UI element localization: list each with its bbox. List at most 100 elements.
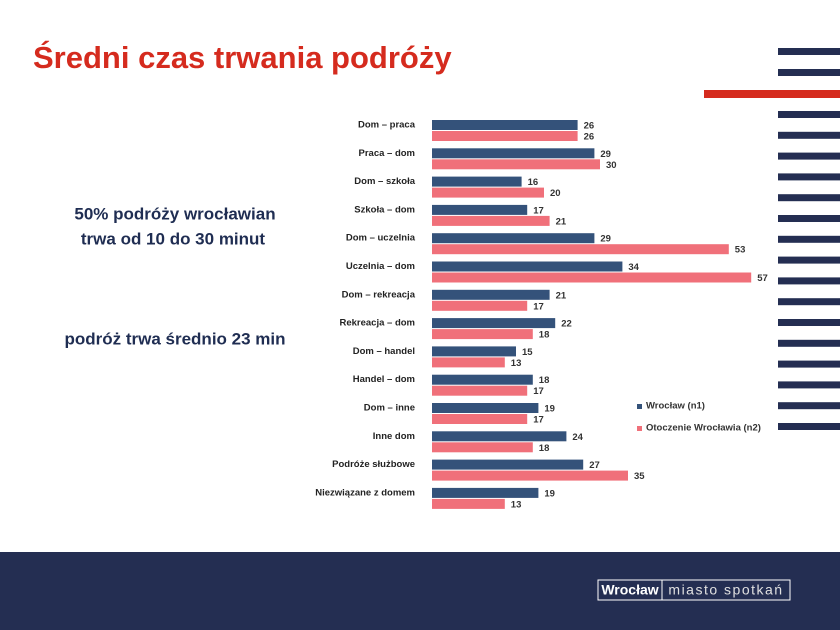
bar — [432, 233, 595, 244]
stripe — [778, 298, 840, 306]
stripe — [778, 319, 840, 326]
bar — [432, 244, 729, 255]
category-label: Dom – inne — [364, 403, 415, 414]
value-label: 35 — [634, 471, 645, 482]
bar — [432, 289, 550, 300]
category-label: Dom – handel — [353, 346, 415, 357]
bar — [432, 300, 528, 311]
category-label: Praca – dom — [359, 148, 416, 159]
legend-marker — [637, 426, 642, 431]
bar — [432, 442, 533, 453]
bar — [432, 329, 533, 340]
value-label: 21 — [556, 216, 567, 227]
bar — [432, 131, 578, 141]
bar — [432, 120, 578, 130]
stripe — [778, 381, 840, 389]
stripe — [778, 152, 840, 160]
value-label: 22 — [561, 319, 572, 330]
legend-marker — [637, 404, 642, 409]
category-label: Uczelnia – dom — [346, 261, 415, 272]
bar — [432, 204, 528, 215]
stripe — [778, 69, 840, 76]
bar — [432, 176, 522, 187]
value-label: 18 — [539, 443, 550, 454]
value-label: 57 — [757, 273, 768, 284]
value-label: 30 — [606, 160, 617, 171]
value-label: 17 — [533, 386, 544, 397]
stripe — [778, 131, 840, 139]
category-label: Dom – praca — [358, 120, 416, 131]
stripe — [778, 339, 840, 347]
stripe — [778, 277, 840, 285]
accent-stripe — [704, 90, 840, 98]
value-label: 13 — [511, 358, 522, 369]
value-label: 18 — [539, 375, 550, 386]
value-label: 15 — [522, 347, 533, 358]
value-label: 24 — [572, 432, 583, 443]
bar — [432, 261, 623, 272]
value-label: 17 — [533, 301, 544, 312]
value-label: 20 — [550, 188, 561, 199]
stripe — [778, 111, 840, 118]
bar — [432, 374, 533, 385]
value-label: 19 — [544, 488, 555, 499]
bar — [432, 318, 556, 329]
category-label: Dom – uczelnia — [346, 233, 416, 244]
bar — [432, 148, 595, 159]
category-label: Dom – rekreacja — [342, 289, 416, 300]
stripe — [778, 360, 840, 368]
category-label: Rekreacja – dom — [339, 318, 415, 329]
value-label: 26 — [584, 132, 595, 143]
value-label: 17 — [533, 205, 544, 216]
value-label: 34 — [628, 262, 639, 273]
category-label: Szkoła – dom — [354, 204, 415, 215]
value-label: 53 — [735, 245, 746, 256]
stripe — [778, 423, 840, 430]
bar — [432, 431, 567, 442]
logo-text: Wrocław — [601, 582, 658, 598]
bar — [432, 215, 550, 226]
stripe — [778, 194, 840, 202]
stripe — [778, 215, 840, 222]
category-label: Podróże służbowe — [332, 459, 415, 470]
bar — [432, 498, 505, 509]
bar — [432, 470, 628, 481]
bar — [432, 414, 528, 424]
bar — [432, 459, 584, 470]
logo-text: miasto spotkań — [668, 582, 783, 598]
stripe — [778, 48, 840, 55]
stripe — [778, 402, 840, 410]
value-label: 21 — [556, 290, 567, 301]
category-label: Niezwiązane z domem — [315, 487, 415, 498]
stripe — [778, 173, 840, 181]
bar — [432, 357, 505, 368]
annotation: 50% podróży wrocławian — [74, 204, 275, 223]
logo-box — [597, 579, 663, 601]
bar — [432, 159, 600, 170]
stripe — [778, 256, 840, 264]
value-label: 19 — [544, 404, 555, 415]
bar — [432, 346, 516, 357]
legend-label: Wrocław (n1) — [646, 401, 705, 412]
category-label: Handel – dom — [353, 374, 415, 385]
value-label: 29 — [600, 234, 611, 245]
value-label: 29 — [600, 149, 611, 160]
bar — [432, 385, 528, 396]
category-label: Inne dom — [373, 431, 415, 442]
bar — [432, 187, 544, 198]
bar — [432, 487, 539, 498]
category-label: Dom – szkoła — [354, 176, 415, 187]
annotation: podróż trwa średnio 23 min — [64, 329, 285, 348]
slide-title: Średni czas trwania podróży — [33, 39, 452, 75]
bar — [432, 272, 752, 283]
value-label: 16 — [528, 177, 539, 188]
value-label: 17 — [533, 415, 544, 426]
stripe — [778, 235, 840, 243]
footer — [0, 552, 840, 630]
value-label: 13 — [511, 499, 522, 510]
bar — [432, 403, 539, 413]
legend-label: Otoczenie Wrocławia (n2) — [646, 423, 761, 434]
value-label: 18 — [539, 330, 550, 341]
value-label: 26 — [584, 121, 595, 132]
